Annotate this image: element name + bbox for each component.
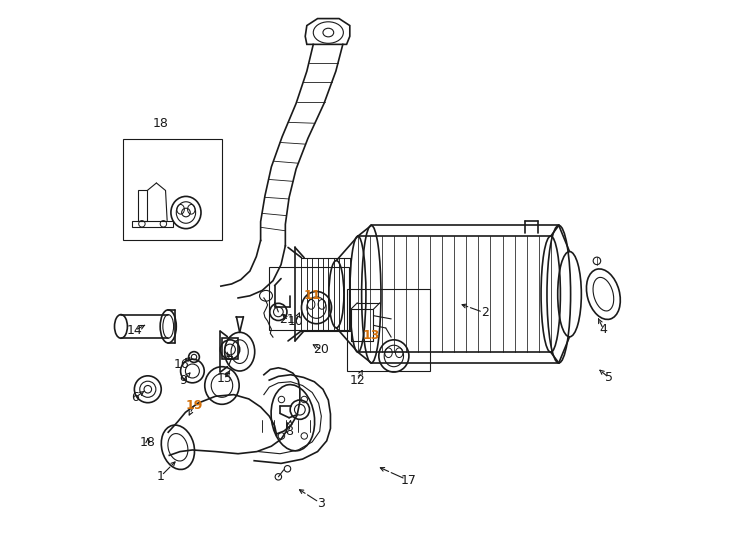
- Text: 9: 9: [179, 374, 187, 387]
- Bar: [222, 338, 238, 359]
- Text: 18: 18: [140, 436, 156, 449]
- Text: 19: 19: [185, 399, 203, 412]
- Text: 7: 7: [226, 355, 234, 368]
- Text: 8: 8: [285, 424, 293, 437]
- Text: 2: 2: [482, 307, 489, 320]
- Text: 15: 15: [217, 372, 233, 385]
- Text: 20: 20: [313, 343, 330, 356]
- Bar: [346, 289, 430, 371]
- Text: 17: 17: [401, 474, 417, 487]
- Text: 10: 10: [288, 314, 304, 328]
- Text: 13: 13: [363, 329, 380, 342]
- Text: 11: 11: [303, 289, 321, 302]
- Text: 21: 21: [280, 313, 295, 326]
- Text: 12: 12: [349, 374, 366, 387]
- Text: 1: 1: [156, 470, 164, 483]
- Bar: [123, 139, 222, 240]
- Text: 14: 14: [127, 323, 143, 336]
- Text: 18: 18: [153, 117, 168, 130]
- Bar: [269, 267, 349, 330]
- Text: 6: 6: [131, 392, 139, 404]
- Text: 16: 16: [174, 357, 189, 370]
- Text: 4: 4: [600, 322, 607, 335]
- Text: 5: 5: [605, 371, 613, 384]
- Text: 3: 3: [317, 497, 325, 510]
